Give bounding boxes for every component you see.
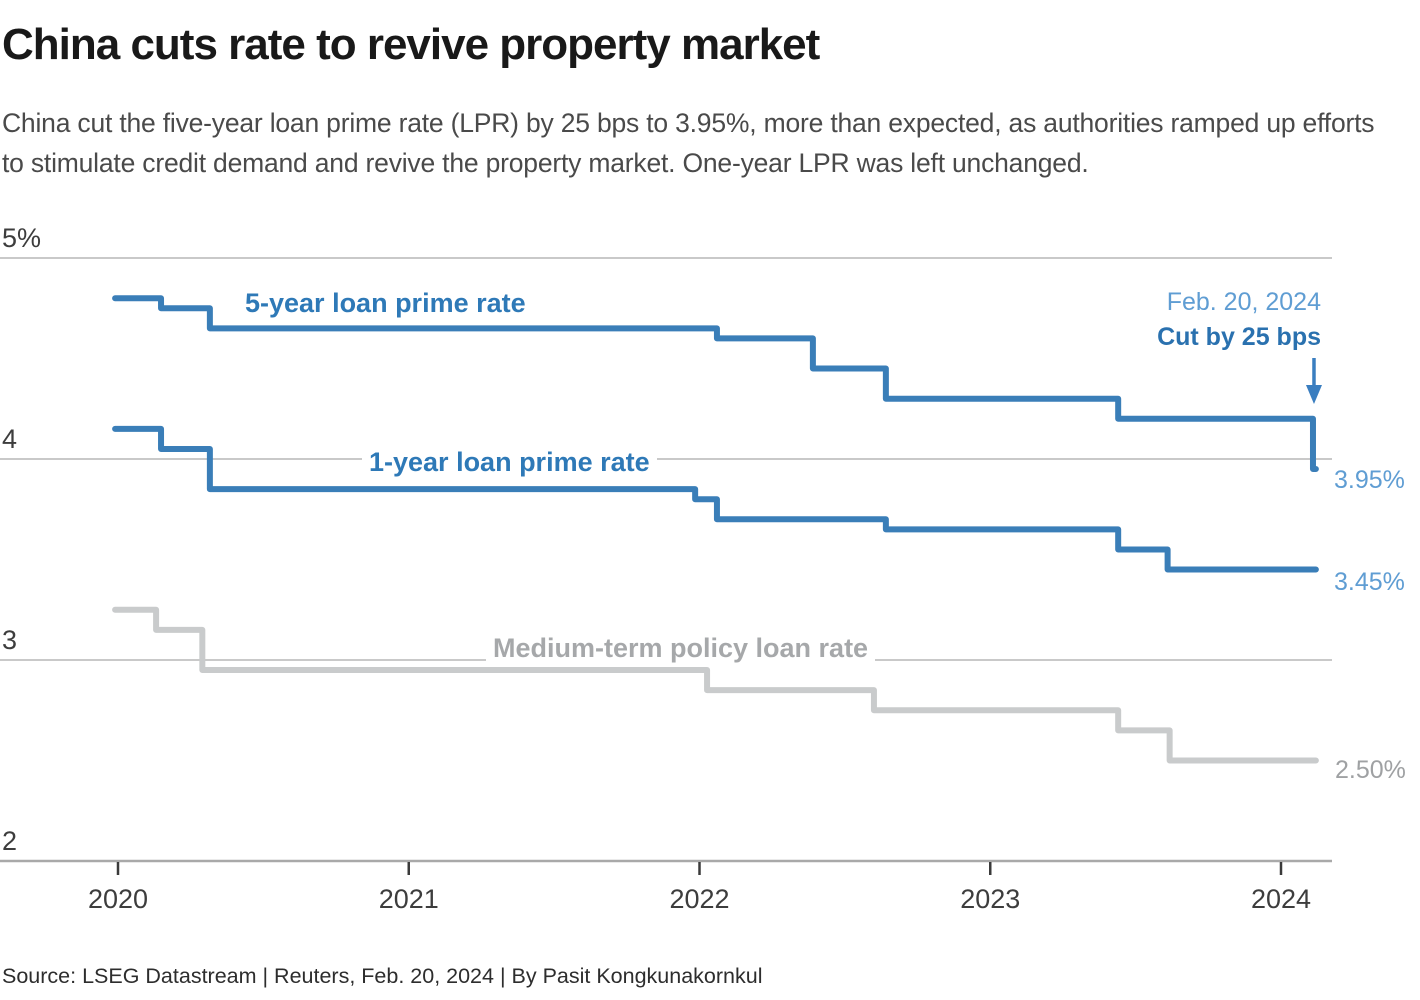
annotation-block: Feb. 20, 2024 Cut by 25 bps <box>1157 288 1321 352</box>
end-value-label-mlf: 2.50% <box>1335 756 1406 784</box>
series-label-5-year-lpr: 5-year loan prime rate <box>238 288 533 319</box>
source-credit: Source: LSEG Datastream | Reuters, Feb. … <box>2 964 763 988</box>
annotation-text: Cut by 25 bps <box>1157 323 1321 351</box>
series-line-5-year <box>112 295 1319 473</box>
series-label-1-year-lpr: 1-year loan prime rate <box>362 447 657 478</box>
x-axis-tick-label: 2022 <box>669 884 730 914</box>
y-axis-tick-label: 5% <box>2 223 42 253</box>
page-subtitle: China cut the five-year loan prime rate … <box>2 108 1375 178</box>
end-value-label-5-year: 3.95% <box>1334 466 1405 494</box>
x-axis-tick-label: 2023 <box>960 884 1021 914</box>
down-arrow-icon <box>1305 385 1322 404</box>
y-axis-tick-label: 4 <box>2 424 18 454</box>
x-axis-tick-label: 2020 <box>87 884 149 914</box>
page-title: China cuts rate to revive property marke… <box>2 20 820 69</box>
series-label-medium-term-policy: Medium-term policy loan rate <box>486 633 876 664</box>
x-axis-tick-label: 2024 <box>1250 884 1312 914</box>
y-axis-tick-label: 3 <box>2 625 18 655</box>
x-axis-tick-label: 2021 <box>378 884 439 914</box>
y-axis-tick-label: 2 <box>2 826 18 856</box>
end-value-label-1-year: 3.45% <box>1334 568 1405 596</box>
series-line-1-year <box>112 425 1319 573</box>
annotation-date: Feb. 20, 2024 <box>1166 288 1321 316</box>
